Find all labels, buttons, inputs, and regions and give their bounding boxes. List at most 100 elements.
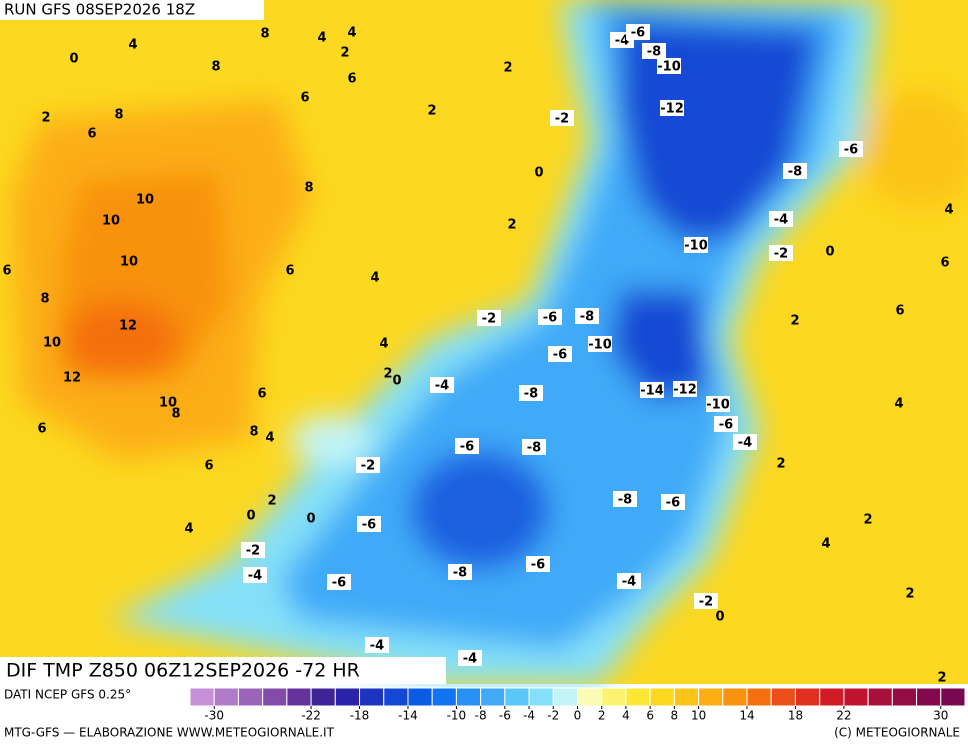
contour-label: -2 <box>246 544 260 559</box>
contour-label: 8 <box>260 27 269 42</box>
colorbar-swatch <box>407 687 433 707</box>
colorbar-swatch <box>794 687 821 707</box>
colorbar: -30 -22 -18 -14 -10 -8 -6 -4 -2 0 2 4 6 8 10 14 18 22 30 <box>189 687 966 723</box>
map-field <box>0 0 968 684</box>
contour-label: 2 <box>41 111 50 126</box>
label-box <box>588 336 612 352</box>
label-box <box>458 650 482 666</box>
contour-label: 8 <box>40 292 49 307</box>
colorbar-tick-label: 2 <box>598 709 606 723</box>
colorbar-tick-label: -8 <box>475 709 487 723</box>
contour-label: 2 <box>427 104 436 119</box>
colorbar-swatch <box>746 687 772 707</box>
contour-label: 4 <box>128 38 137 53</box>
contour-label: -2 <box>699 595 713 610</box>
contour-label: -4 <box>435 379 449 394</box>
label-box <box>661 494 685 510</box>
colorbar-swatch <box>237 687 264 707</box>
contour-label: 2 <box>383 367 392 382</box>
label-box <box>357 516 381 532</box>
colorbar-tick-label: -18 <box>350 709 370 723</box>
contour-label: -6 <box>531 558 545 573</box>
contour-label: 10 <box>43 336 61 351</box>
contour-label: -4 <box>738 436 752 451</box>
colorbar-swatch <box>577 687 603 707</box>
colorbar-tick-label: -4 <box>523 709 535 723</box>
label-box <box>617 573 641 589</box>
contour-label: -2 <box>361 459 375 474</box>
contour-label: 2 <box>790 314 799 329</box>
contour-label: -14 <box>640 384 664 399</box>
contour-label: 0 <box>246 509 255 524</box>
contour-label: -10 <box>684 239 708 254</box>
colorbar-tick-label: -22 <box>301 709 321 723</box>
label-box <box>626 24 650 40</box>
colorbar-swatch <box>213 687 239 707</box>
contour-label: -2 <box>555 112 569 127</box>
warm-east <box>860 90 968 210</box>
contour-label: -8 <box>453 566 467 581</box>
label-box <box>769 211 793 227</box>
contour-label: 0 <box>715 610 724 625</box>
contour-label: -10 <box>657 60 681 75</box>
colorbar-tick-label: 30 <box>933 709 948 723</box>
label-box <box>477 310 501 326</box>
contour-label: -10 <box>588 338 612 353</box>
label-box <box>714 416 738 432</box>
contour-label: -4 <box>248 569 262 584</box>
contour-label: -8 <box>788 165 802 180</box>
colorbar-tick-label: -14 <box>398 709 418 723</box>
contour-label: 4 <box>370 271 379 286</box>
colorbar-tick-label: 4 <box>622 709 630 723</box>
colorbar-swatch <box>189 687 215 707</box>
contour-label: 2 <box>507 218 516 233</box>
contour-label: 2 <box>863 513 872 528</box>
label-box <box>769 245 793 261</box>
contour-label: 6 <box>895 304 904 319</box>
cold-core-adriatic <box>610 290 710 400</box>
colorbar-swatch <box>262 687 288 707</box>
contour-label: -8 <box>647 45 661 60</box>
contour-label: 6 <box>87 127 96 142</box>
contour-label: 2 <box>267 494 276 509</box>
contour-label: 8 <box>304 181 313 196</box>
colorbar-tick-label: 10 <box>691 709 706 723</box>
colorbar-swatch <box>431 687 457 707</box>
label-box <box>448 564 472 580</box>
colorbar-swatch <box>843 687 869 707</box>
cold-core-tyrrhenian <box>410 450 550 570</box>
contour-label: 0 <box>534 166 543 181</box>
colorbar-tick-label: 0 <box>574 709 582 723</box>
contour-label: 10 <box>136 193 154 208</box>
colorbar-swatch <box>334 687 361 707</box>
colorbar-swatch <box>819 687 845 707</box>
contour-label: 6 <box>37 422 46 437</box>
contour-label: 6 <box>300 91 309 106</box>
source-label: DATI NCEP GFS 0.25° <box>4 688 131 702</box>
contour-label: 4 <box>821 537 830 552</box>
colorbar-swatch <box>867 687 893 707</box>
label-box <box>241 542 265 558</box>
label-box <box>356 457 380 473</box>
contour-label: -12 <box>660 102 684 117</box>
label-box <box>706 396 730 412</box>
label-box <box>365 637 389 653</box>
warm-max <box>60 300 180 380</box>
label-box <box>519 385 543 401</box>
contour-label: 0 <box>825 245 834 260</box>
contour-label: 4 <box>184 522 193 537</box>
colorbar-swatch <box>552 687 578 707</box>
contour-label: 8 <box>114 108 123 123</box>
contour-label: -6 <box>332 576 346 591</box>
contour-label: -10 <box>706 398 730 413</box>
label-box <box>642 43 666 59</box>
contour-label: 6 <box>940 256 949 271</box>
contour-label: -4 <box>615 34 629 49</box>
colorbar-swatch <box>770 687 796 707</box>
contour-label: 2 <box>905 587 914 602</box>
contour-label: 6 <box>347 72 356 87</box>
label-box <box>526 556 550 572</box>
label-box <box>550 110 574 126</box>
label-box <box>657 58 681 74</box>
